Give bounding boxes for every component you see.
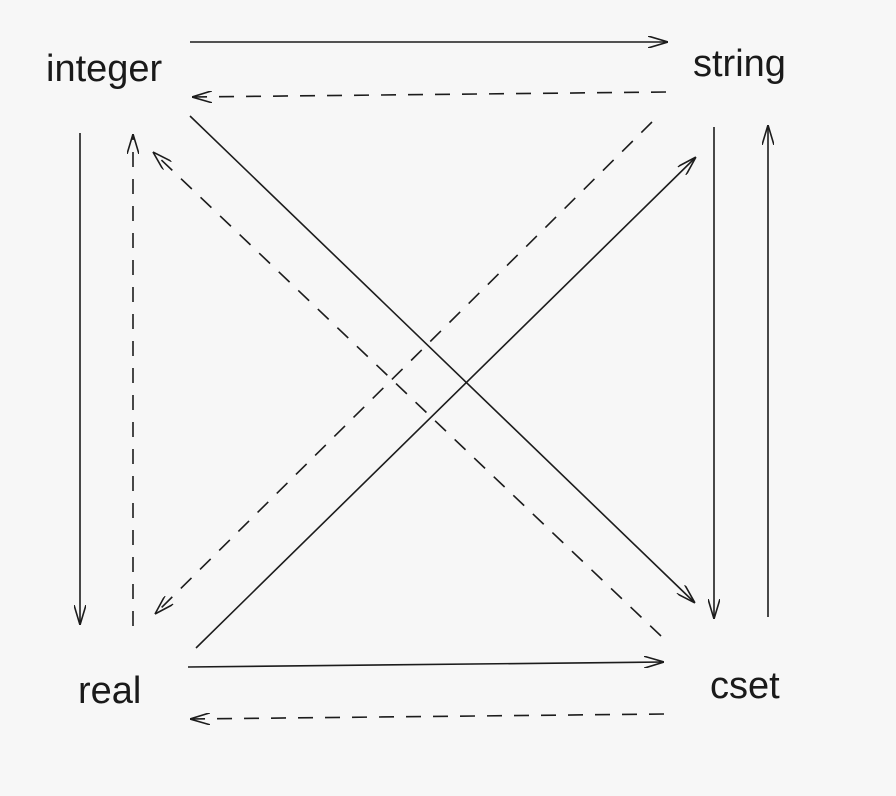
edge-integer-to-cset bbox=[189, 115, 695, 603]
nodes-layer: integer string real cset bbox=[46, 43, 786, 712]
node-cset-label: cset bbox=[710, 665, 780, 707]
node-integer-label: integer bbox=[46, 48, 163, 90]
edge-real-to-cset bbox=[187, 662, 664, 667]
node-real-label: real bbox=[78, 670, 141, 712]
edge-cset-to-integer bbox=[153, 152, 662, 637]
edge-string-to-integer bbox=[192, 92, 667, 97]
edge-cset-to-real bbox=[190, 714, 665, 719]
edges-layer bbox=[80, 42, 768, 719]
edge-real-to-string bbox=[195, 157, 696, 649]
node-string-label: string bbox=[693, 43, 786, 85]
edge-string-to-real bbox=[155, 121, 653, 614]
